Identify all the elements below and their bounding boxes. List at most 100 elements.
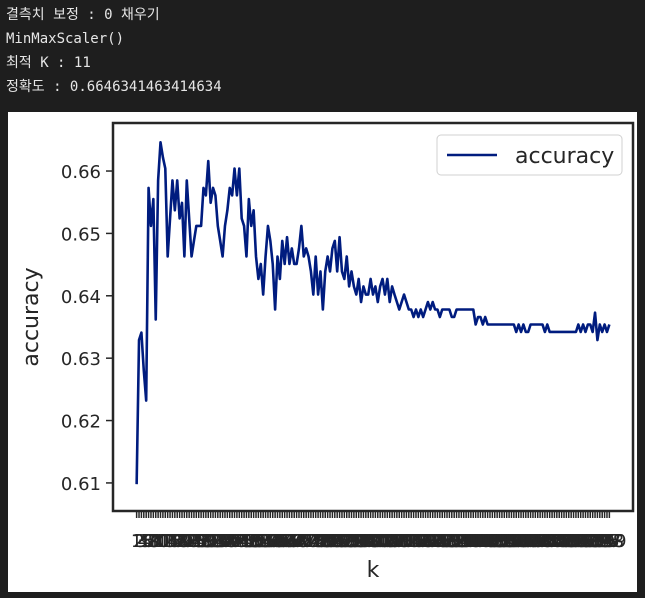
x-tick-label: 164: [509, 531, 543, 552]
axes-frame: [111, 121, 635, 513]
x-tick-label: 113: [387, 531, 421, 552]
x-tick-label: 108: [375, 531, 409, 552]
x-tick-label: 6: [143, 531, 154, 552]
x-tick-label: 2: [133, 531, 144, 552]
x-tick-label: 199: [592, 531, 626, 552]
x-tick-label: 127: [420, 531, 454, 552]
x-tick-label: 138: [447, 531, 481, 552]
x-tick-label: 21: [173, 531, 196, 552]
x-tick-label: 162: [504, 531, 538, 552]
x-tick-label: 114: [389, 531, 423, 552]
x-tick-label: 68: [285, 531, 308, 552]
x-tick-label: 187: [564, 531, 598, 552]
x-tick-label: 45: [230, 531, 253, 552]
x-tick-label: 190: [571, 531, 605, 552]
legend-label: accuracy: [515, 144, 614, 169]
x-tick-label: 100: [356, 531, 390, 552]
x-tick-label: 176: [537, 531, 571, 552]
x-tick-label: 23: [178, 531, 201, 552]
x-tick-label: 43: [225, 531, 248, 552]
x-tick-label: 22: [175, 531, 198, 552]
x-tick-label: 137: [444, 531, 478, 552]
x-tick-label: 49: [240, 531, 263, 552]
x-tick-label: 64: [276, 531, 299, 552]
x-tick-label: 180: [547, 531, 581, 552]
x-tick-label: 7: [145, 531, 156, 552]
x-tick-label: 46: [233, 531, 256, 552]
x-tick-label: 170: [523, 531, 557, 552]
x-tick-label: 88: [333, 531, 356, 552]
console-line: 결측치 보정 : 0 채우기: [6, 7, 160, 23]
x-tick-label: 33: [202, 531, 225, 552]
x-tick-label: 126: [418, 531, 452, 552]
x-tick-label: 3: [136, 531, 147, 552]
x-tick-label: 30: [194, 531, 217, 552]
x-tick-label: 107: [373, 531, 407, 552]
x-tick-label: 83: [321, 531, 344, 552]
x-tick-label: 82: [319, 531, 342, 552]
x-tick-label: 50: [242, 531, 265, 552]
x-tick-label: 150: [475, 531, 509, 552]
x-tick-label: 178: [542, 531, 576, 552]
x-tick-label: 156: [490, 531, 524, 552]
x-tick-label: 81: [316, 531, 339, 552]
x-tick-label: 132: [432, 531, 466, 552]
x-tick-label: 41: [221, 531, 244, 552]
x-tick-label: 160: [499, 531, 533, 552]
x-tick-label: 155: [487, 531, 521, 552]
x-tick-label: 15: [159, 531, 182, 552]
x-tick-label: 14: [156, 531, 179, 552]
x-tick-label: 92: [342, 531, 365, 552]
x-tick-label: 161: [501, 531, 535, 552]
x-tick-label: 128: [423, 531, 457, 552]
x-tick-label: 38: [214, 531, 237, 552]
y-axis-label: accuracy: [19, 267, 44, 366]
plot-image: [8, 112, 637, 592]
x-tick-label: 129: [425, 531, 459, 552]
x-tick-label: 4: [138, 531, 149, 552]
x-tick-label: 175: [535, 531, 569, 552]
x-tick-label: 24: [180, 531, 203, 552]
console-line: 정확도 : 0.6646341463414634: [6, 79, 222, 95]
x-tick-label: 158: [494, 531, 528, 552]
x-tick-label: 104: [365, 531, 399, 552]
x-tick-label: 106: [370, 531, 404, 552]
x-tick-label: 120: [404, 531, 438, 552]
x-tick-label: 111: [382, 531, 416, 552]
x-tick-label: 90: [338, 531, 361, 552]
x-tick-label: 32: [199, 531, 222, 552]
x-tick-label: 147: [468, 531, 502, 552]
x-tick-label: 174: [532, 531, 566, 552]
x-tick-label: 133: [435, 531, 469, 552]
x-tick-label: 110: [380, 531, 414, 552]
x-tick-label: 66: [280, 531, 303, 552]
x-tick-label: 154: [485, 531, 519, 552]
x-tick-label: 36: [209, 531, 232, 552]
x-tick-label: 59: [264, 531, 287, 552]
x-tick-label: 65: [278, 531, 301, 552]
x-tick-label: 51: [245, 531, 268, 552]
x-tick-label: 78: [309, 531, 332, 552]
x-tick-label: 116: [394, 531, 428, 552]
x-tick-label: 28: [190, 531, 213, 552]
x-tick-label: 74: [299, 531, 322, 552]
x-tick-label: 163: [506, 531, 540, 552]
x-tick-label: 5: [140, 531, 151, 552]
x-tick-label: 122: [408, 531, 442, 552]
x-tick-label: 48: [237, 531, 260, 552]
x-tick-label: 80: [314, 531, 337, 552]
x-tick-label: 182: [552, 531, 586, 552]
x-tick-label: 29: [192, 531, 215, 552]
legend-box: [436, 134, 623, 176]
x-tick-label: 79: [311, 531, 334, 552]
x-tick-label: 85: [326, 531, 349, 552]
x-tick-label: 57: [259, 531, 282, 552]
x-tick-label: 186: [561, 531, 595, 552]
x-tick-label: 112: [384, 531, 418, 552]
x-tick-label: 63: [273, 531, 296, 552]
x-tick-label: 67: [283, 531, 306, 552]
y-tick-label: 0.66: [61, 162, 101, 183]
x-tick-label: 198: [590, 531, 624, 552]
x-tick-label: 117: [396, 531, 430, 552]
